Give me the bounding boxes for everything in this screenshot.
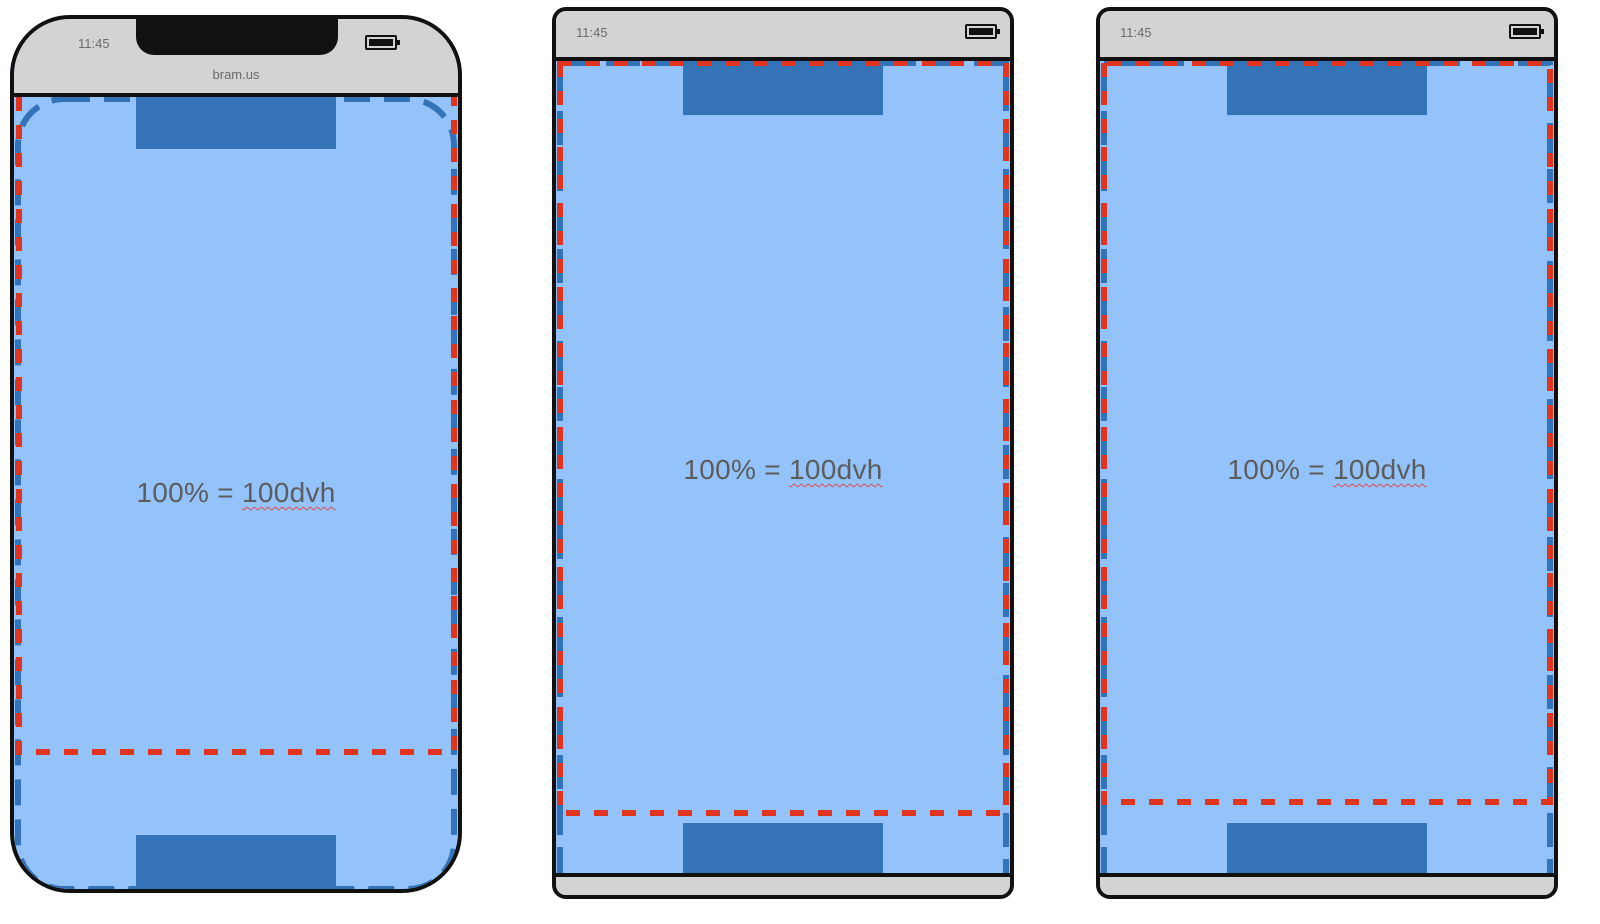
clock: 11:45	[78, 36, 110, 51]
label-unit: 100dvh	[241, 477, 336, 508]
viewport-outlines	[15, 96, 457, 889]
top-block	[1227, 59, 1427, 115]
label-text: 100% =	[1227, 454, 1333, 485]
top-block	[136, 95, 336, 149]
red-dashed-outline	[16, 97, 457, 755]
device-notched-phone: 11:45 bram.us 100% = 100dvh	[10, 15, 462, 893]
device-rect-phone-toolbar-visible: 11:45 100% = 100dvh	[552, 7, 1014, 899]
device-rect-phone-toolbar-hidden: 11:45 100% = 100dvh	[1096, 7, 1558, 899]
bottom-toolbar	[1100, 873, 1554, 895]
label-unit: 100dvh	[1332, 454, 1427, 485]
clock: 11:45	[576, 25, 608, 40]
battery-icon	[965, 24, 1000, 39]
notch	[136, 19, 338, 55]
bottom-toolbar	[556, 873, 1010, 895]
viewport-outlines	[557, 60, 1009, 880]
viewport-label: 100% = 100dvh	[14, 477, 458, 509]
label-unit: 100dvh	[788, 454, 883, 485]
viewport-label: 100% = 100dvh	[556, 454, 1010, 486]
label-text: 100% =	[136, 477, 242, 508]
viewport-outlines	[1101, 60, 1553, 880]
label-text: 100% =	[683, 454, 789, 485]
battery-icon	[365, 35, 400, 50]
red-dashed-outline	[557, 60, 1009, 816]
status-bar: 11:45	[1100, 11, 1554, 61]
address-bar-url[interactable]: bram.us	[212, 67, 260, 82]
viewport-label: 100% = 100dvh	[1100, 454, 1554, 486]
top-block	[683, 59, 883, 115]
battery-icon	[1509, 24, 1544, 39]
status-bar: 11:45 bram.us	[14, 19, 458, 97]
bottom-block	[136, 835, 336, 889]
status-bar: 11:45	[556, 11, 1010, 61]
clock: 11:45	[1120, 25, 1152, 40]
red-dashed-outline	[1101, 60, 1553, 805]
